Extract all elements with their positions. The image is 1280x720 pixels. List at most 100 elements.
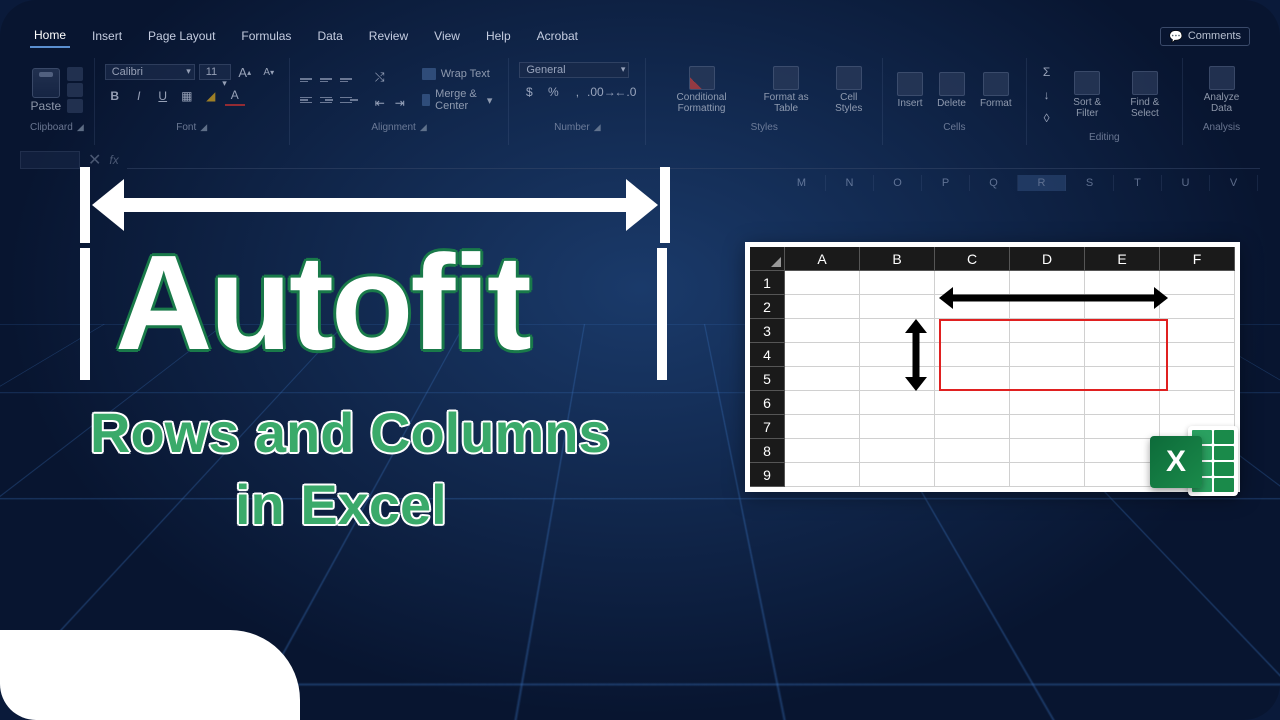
col-header[interactable]: U	[1162, 175, 1210, 191]
mini-cell[interactable]	[785, 439, 860, 463]
name-box[interactable]	[20, 151, 80, 169]
bold-button[interactable]: B	[105, 86, 125, 106]
decrease-decimal-button[interactable]: ←.0	[615, 82, 635, 102]
borders-button[interactable]: ▦	[177, 86, 197, 106]
font-name-dropdown[interactable]: Calibri	[105, 64, 195, 80]
number-format-dropdown[interactable]: General	[519, 62, 629, 78]
mini-cell[interactable]	[935, 415, 1010, 439]
sort-filter-button[interactable]: Sort & Filter	[1063, 69, 1112, 121]
mini-cell[interactable]	[785, 271, 860, 295]
find-select-button[interactable]: Find & Select	[1118, 69, 1172, 121]
mini-cell[interactable]	[860, 391, 935, 415]
col-header[interactable]: P	[922, 175, 970, 191]
col-header-selected[interactable]: R	[1018, 175, 1066, 191]
col-header[interactable]: S	[1066, 175, 1114, 191]
select-all-corner[interactable]	[750, 247, 785, 271]
mini-cell[interactable]	[1160, 367, 1235, 391]
cancel-icon[interactable]: ✕	[88, 150, 101, 170]
tab-review[interactable]: Review	[365, 25, 412, 47]
mini-col-header[interactable]: F	[1160, 247, 1235, 271]
fill-color-button[interactable]: ◢	[201, 86, 221, 106]
percent-button[interactable]: %	[543, 82, 563, 102]
decrease-font-button[interactable]: A▾	[259, 62, 279, 82]
mini-row-header[interactable]: 6	[750, 391, 785, 415]
mini-row-header[interactable]: 4	[750, 343, 785, 367]
mini-row-header[interactable]: 2	[750, 295, 785, 319]
autosum-button[interactable]: Σ	[1037, 62, 1057, 82]
mini-cell[interactable]	[1010, 439, 1085, 463]
mini-row-header[interactable]: 1	[750, 271, 785, 295]
mini-cell[interactable]	[785, 415, 860, 439]
mini-cell[interactable]	[1160, 271, 1235, 295]
increase-decimal-button[interactable]: .00→	[591, 82, 611, 102]
mini-cell[interactable]	[1160, 295, 1235, 319]
copy-icon[interactable]	[67, 83, 83, 97]
mini-cell[interactable]	[1160, 391, 1235, 415]
mini-row-header[interactable]: 5	[750, 367, 785, 391]
increase-indent-button[interactable]: ⇥	[390, 93, 410, 113]
cut-icon[interactable]	[67, 67, 83, 81]
col-header[interactable]: M	[778, 175, 826, 191]
mini-col-header[interactable]: D	[1010, 247, 1085, 271]
tab-acrobat[interactable]: Acrobat	[533, 25, 582, 47]
mini-cell[interactable]	[935, 463, 1010, 487]
dialog-launcher-icon[interactable]: ◢	[200, 122, 207, 133]
italic-button[interactable]: I	[129, 86, 149, 106]
mini-cell[interactable]	[1010, 415, 1085, 439]
horizontal-align-buttons[interactable]	[300, 93, 358, 107]
dialog-launcher-icon[interactable]: ◢	[77, 122, 84, 133]
mini-row-header[interactable]: 8	[750, 439, 785, 463]
clear-button[interactable]: ◊	[1037, 108, 1057, 128]
mini-cell[interactable]	[935, 391, 1010, 415]
tab-page-layout[interactable]: Page Layout	[144, 25, 219, 47]
font-size-dropdown[interactable]: 11	[199, 64, 231, 80]
mini-cell[interactable]	[785, 391, 860, 415]
mini-cell[interactable]	[1160, 319, 1235, 343]
decrease-indent-button[interactable]: ⇤	[370, 93, 390, 113]
tab-home[interactable]: Home	[30, 24, 70, 48]
tab-help[interactable]: Help	[482, 25, 515, 47]
col-header[interactable]: Q	[970, 175, 1018, 191]
mini-row-header[interactable]: 3	[750, 319, 785, 343]
mini-cell[interactable]	[860, 271, 935, 295]
mini-cell[interactable]	[860, 295, 935, 319]
delete-cells-button[interactable]: Delete	[933, 70, 970, 111]
tab-formulas[interactable]: Formulas	[237, 25, 295, 47]
comma-button[interactable]: ,	[567, 82, 587, 102]
font-color-button[interactable]: A	[225, 86, 245, 106]
formula-input[interactable]	[127, 151, 1260, 169]
fill-button[interactable]: ↓	[1037, 85, 1057, 105]
col-header[interactable]: V	[1210, 175, 1258, 191]
tab-data[interactable]: Data	[313, 25, 346, 47]
cell-styles-button[interactable]: Cell Styles	[825, 64, 872, 116]
col-header[interactable]: N	[826, 175, 874, 191]
mini-cell[interactable]	[860, 439, 935, 463]
tab-view[interactable]: View	[430, 25, 464, 47]
insert-cells-button[interactable]: Insert	[893, 70, 927, 111]
mini-col-header[interactable]: E	[1085, 247, 1160, 271]
underline-button[interactable]: U	[153, 86, 173, 106]
col-header[interactable]: T	[1114, 175, 1162, 191]
analyze-data-button[interactable]: Analyze Data	[1193, 64, 1250, 116]
mini-cell[interactable]	[785, 319, 860, 343]
mini-cell[interactable]	[1085, 391, 1160, 415]
mini-row-header[interactable]: 9	[750, 463, 785, 487]
mini-cell[interactable]	[860, 415, 935, 439]
orientation-button[interactable]: ⤭	[370, 67, 390, 87]
mini-col-header[interactable]: B	[860, 247, 935, 271]
mini-row-header[interactable]: 7	[750, 415, 785, 439]
format-as-table-button[interactable]: Format as Table	[753, 64, 820, 116]
mini-cell[interactable]	[785, 367, 860, 391]
wrap-text-button[interactable]: Wrap Text	[416, 66, 499, 82]
dialog-launcher-icon[interactable]: ◢	[594, 122, 601, 133]
paste-button[interactable]: Paste	[31, 68, 62, 113]
mini-cell[interactable]	[785, 295, 860, 319]
col-header[interactable]: O	[874, 175, 922, 191]
vertical-align-buttons[interactable]	[300, 73, 358, 87]
conditional-formatting-button[interactable]: Conditional Formatting	[656, 64, 746, 116]
mini-cell[interactable]	[785, 463, 860, 487]
mini-cell[interactable]	[1010, 391, 1085, 415]
fx-label[interactable]: fx	[109, 153, 118, 167]
mini-cell[interactable]	[1085, 439, 1160, 463]
mini-cell[interactable]	[1010, 463, 1085, 487]
